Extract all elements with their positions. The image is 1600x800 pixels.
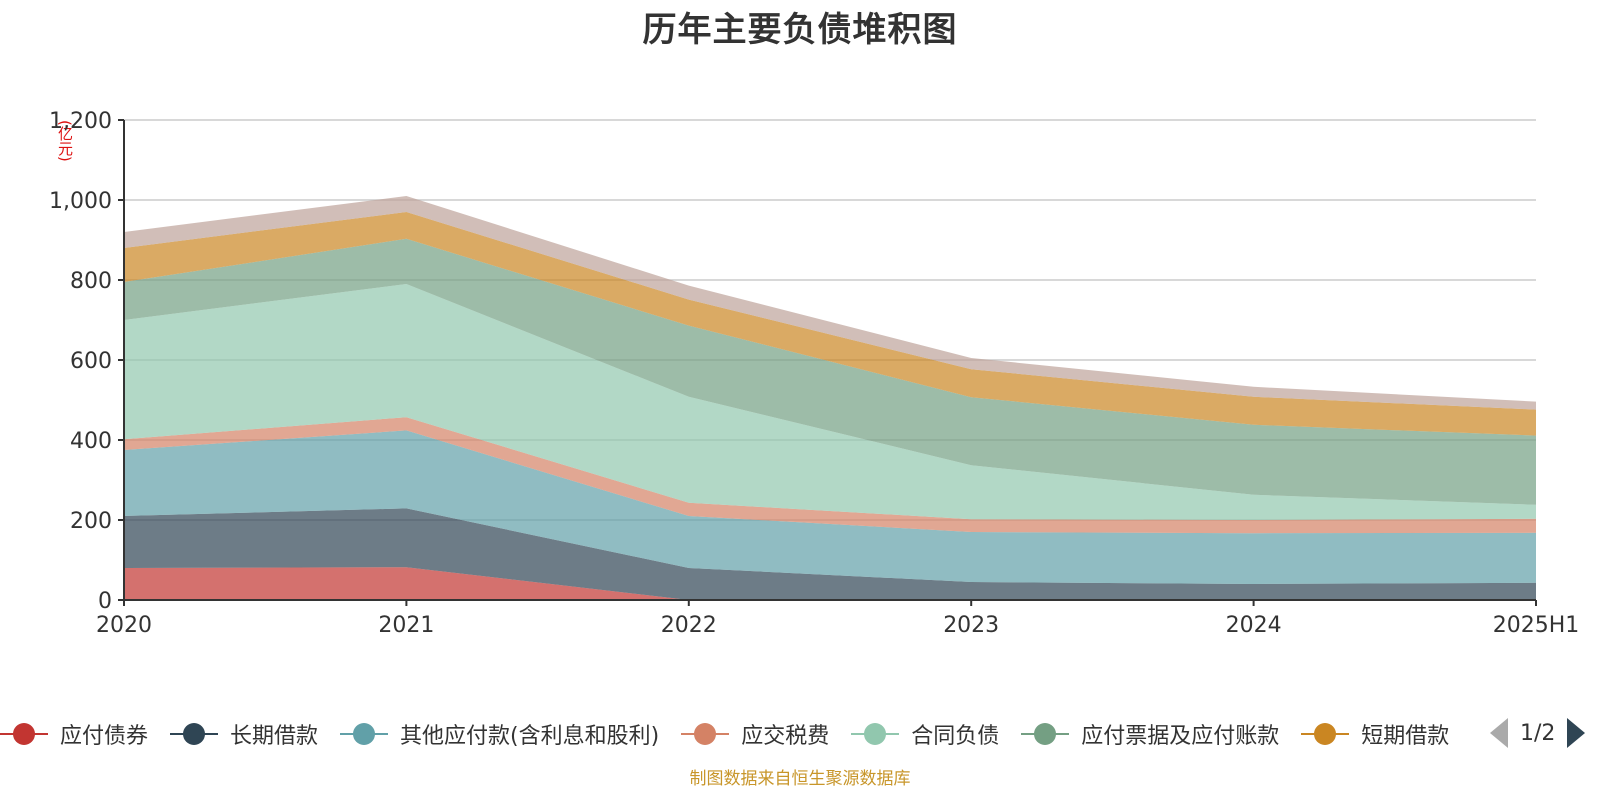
- y-tick-label: 800: [70, 269, 112, 294]
- area-series-6[interactable]: [124, 212, 1536, 436]
- legend-label: 其他应付款(含利息和股利): [400, 724, 660, 749]
- legend-marker-icon: [340, 721, 389, 747]
- x-tick-labels: 2020 2021 2022 2023 2024 2025H1: [96, 613, 1579, 638]
- legend-marker-icon: [1021, 721, 1070, 747]
- x-tick-label: 2025H1: [1493, 613, 1580, 638]
- legend-marker-icon: [681, 721, 730, 747]
- y-tick-label: 600: [70, 349, 112, 374]
- legend-item-0[interactable]: 应付债券: [0, 718, 148, 750]
- legend-marker-icon: [851, 721, 900, 747]
- axes: [118, 119, 1537, 606]
- legend: 应付债券 长期借款 其他应付款(含利息和股利) 应交税费 合同负债 应付票据及应付账款 短期…: [0, 716, 1480, 752]
- legend-item-1[interactable]: 长期借款: [170, 718, 318, 750]
- area-series-7[interactable]: [124, 196, 1536, 410]
- area-series-1[interactable]: [124, 508, 1536, 600]
- legend-label: 应交税费: [741, 724, 830, 749]
- legend-page-indicator: 1/2: [1520, 720, 1556, 746]
- y-tick-label: 0: [98, 589, 112, 614]
- legend-item-6[interactable]: 短期借款: [1301, 718, 1449, 750]
- source-note: 制图数据来自恒生聚源数据库: [689, 769, 911, 789]
- legend-label: 长期借款: [230, 724, 319, 749]
- legend-label: 应付债券: [60, 724, 149, 749]
- x-tick-label: 2021: [378, 613, 434, 638]
- legend-next-page-icon[interactable]: [1567, 718, 1586, 748]
- chart-title: 历年主要负债堆积图: [642, 10, 958, 50]
- x-tick-label: 2024: [1226, 613, 1282, 638]
- area-series-5[interactable]: [124, 238, 1536, 505]
- legend-prev-page-icon[interactable]: [1490, 718, 1508, 748]
- x-tick-label: 2022: [661, 613, 717, 638]
- y-tick-label: 1,200: [49, 109, 112, 134]
- legend-label: 合同负债: [911, 724, 1000, 749]
- legend-item-4[interactable]: 合同负债: [851, 718, 999, 750]
- area-series-4[interactable]: [124, 284, 1536, 520]
- legend-marker-icon: [1301, 721, 1350, 747]
- legend-label: 短期借款: [1361, 724, 1450, 749]
- chart-plot: 0 200 400 600 800 1,000 1,200 2020 2021 2022 2023…: [49, 109, 1579, 638]
- legend-marker-icon: [0, 721, 48, 747]
- legend-item-5[interactable]: 应付票据及应付账款: [1021, 718, 1279, 750]
- area-series-0[interactable]: [124, 567, 1536, 600]
- x-tick-label: 2020: [96, 613, 152, 638]
- y-tick-labels: 0 200 400 600 800 1,000 1,200: [49, 109, 112, 614]
- y-tick-label: 400: [70, 429, 112, 454]
- legend-pager: 1/2: [1490, 718, 1586, 748]
- y-tick-label: 1,000: [49, 189, 112, 214]
- x-tick-label: 2023: [943, 613, 999, 638]
- legend-item-3[interactable]: 应交税费: [681, 718, 829, 750]
- stacked-areas: [124, 196, 1536, 600]
- y-tick-label: 200: [70, 509, 112, 534]
- legend-marker-icon: [170, 721, 219, 747]
- legend-label: 应付票据及应付账款: [1081, 724, 1280, 749]
- area-series-3[interactable]: [124, 417, 1536, 534]
- legend-item-2[interactable]: 其他应付款(含利息和股利): [340, 718, 659, 750]
- area-series-2[interactable]: [124, 430, 1536, 584]
- y-axis-unit-label: (亿元): [56, 120, 74, 162]
